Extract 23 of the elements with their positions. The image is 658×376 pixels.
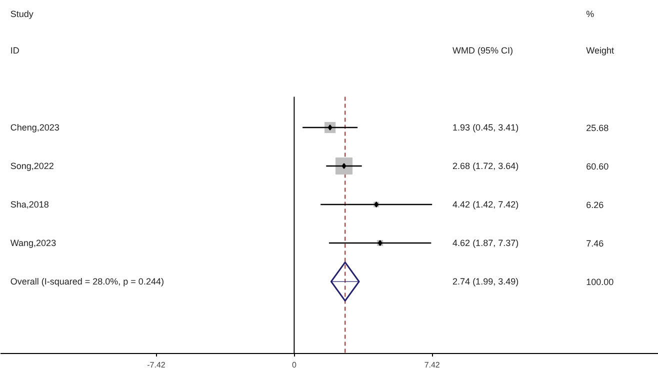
annotation: 2.74 (1.99, 3.49) (452, 276, 519, 287)
y-tick-label: Song,2022 (10, 161, 54, 172)
text: ID (10, 46, 20, 56)
x-tick-label: -7.42 (147, 360, 166, 370)
annotation: 4.62 (1.87, 7.37) (452, 238, 519, 248)
y-tick-label: Overall (I-squared = 28.0%, p = 0.244) (10, 276, 164, 287)
annotation: 60.60 (586, 162, 609, 172)
annotation: 2.68 (1.72, 3.64) (452, 161, 519, 172)
annotation: 6.26 (586, 200, 604, 210)
annotation: 25.68 (586, 123, 609, 134)
x-tick-label: 7.42 (424, 360, 440, 370)
annotation: 100.00 (586, 277, 614, 288)
y-tick-label: Sha,2018 (10, 200, 49, 210)
annotation: 1.93 (0.45, 3.41) (452, 122, 519, 133)
y-tick-label: Wang,2023 (10, 238, 56, 248)
text: WMD (95% CI) (452, 46, 514, 56)
text: Weight (586, 46, 614, 56)
text: % (586, 8, 594, 19)
text: Study (10, 8, 34, 19)
y-tick-label: Cheng,2023 (10, 122, 60, 133)
annotation: 7.46 (586, 238, 604, 249)
annotation: 4.42 (1.42, 7.42) (452, 200, 519, 210)
x-tick-label: 0 (292, 360, 297, 370)
